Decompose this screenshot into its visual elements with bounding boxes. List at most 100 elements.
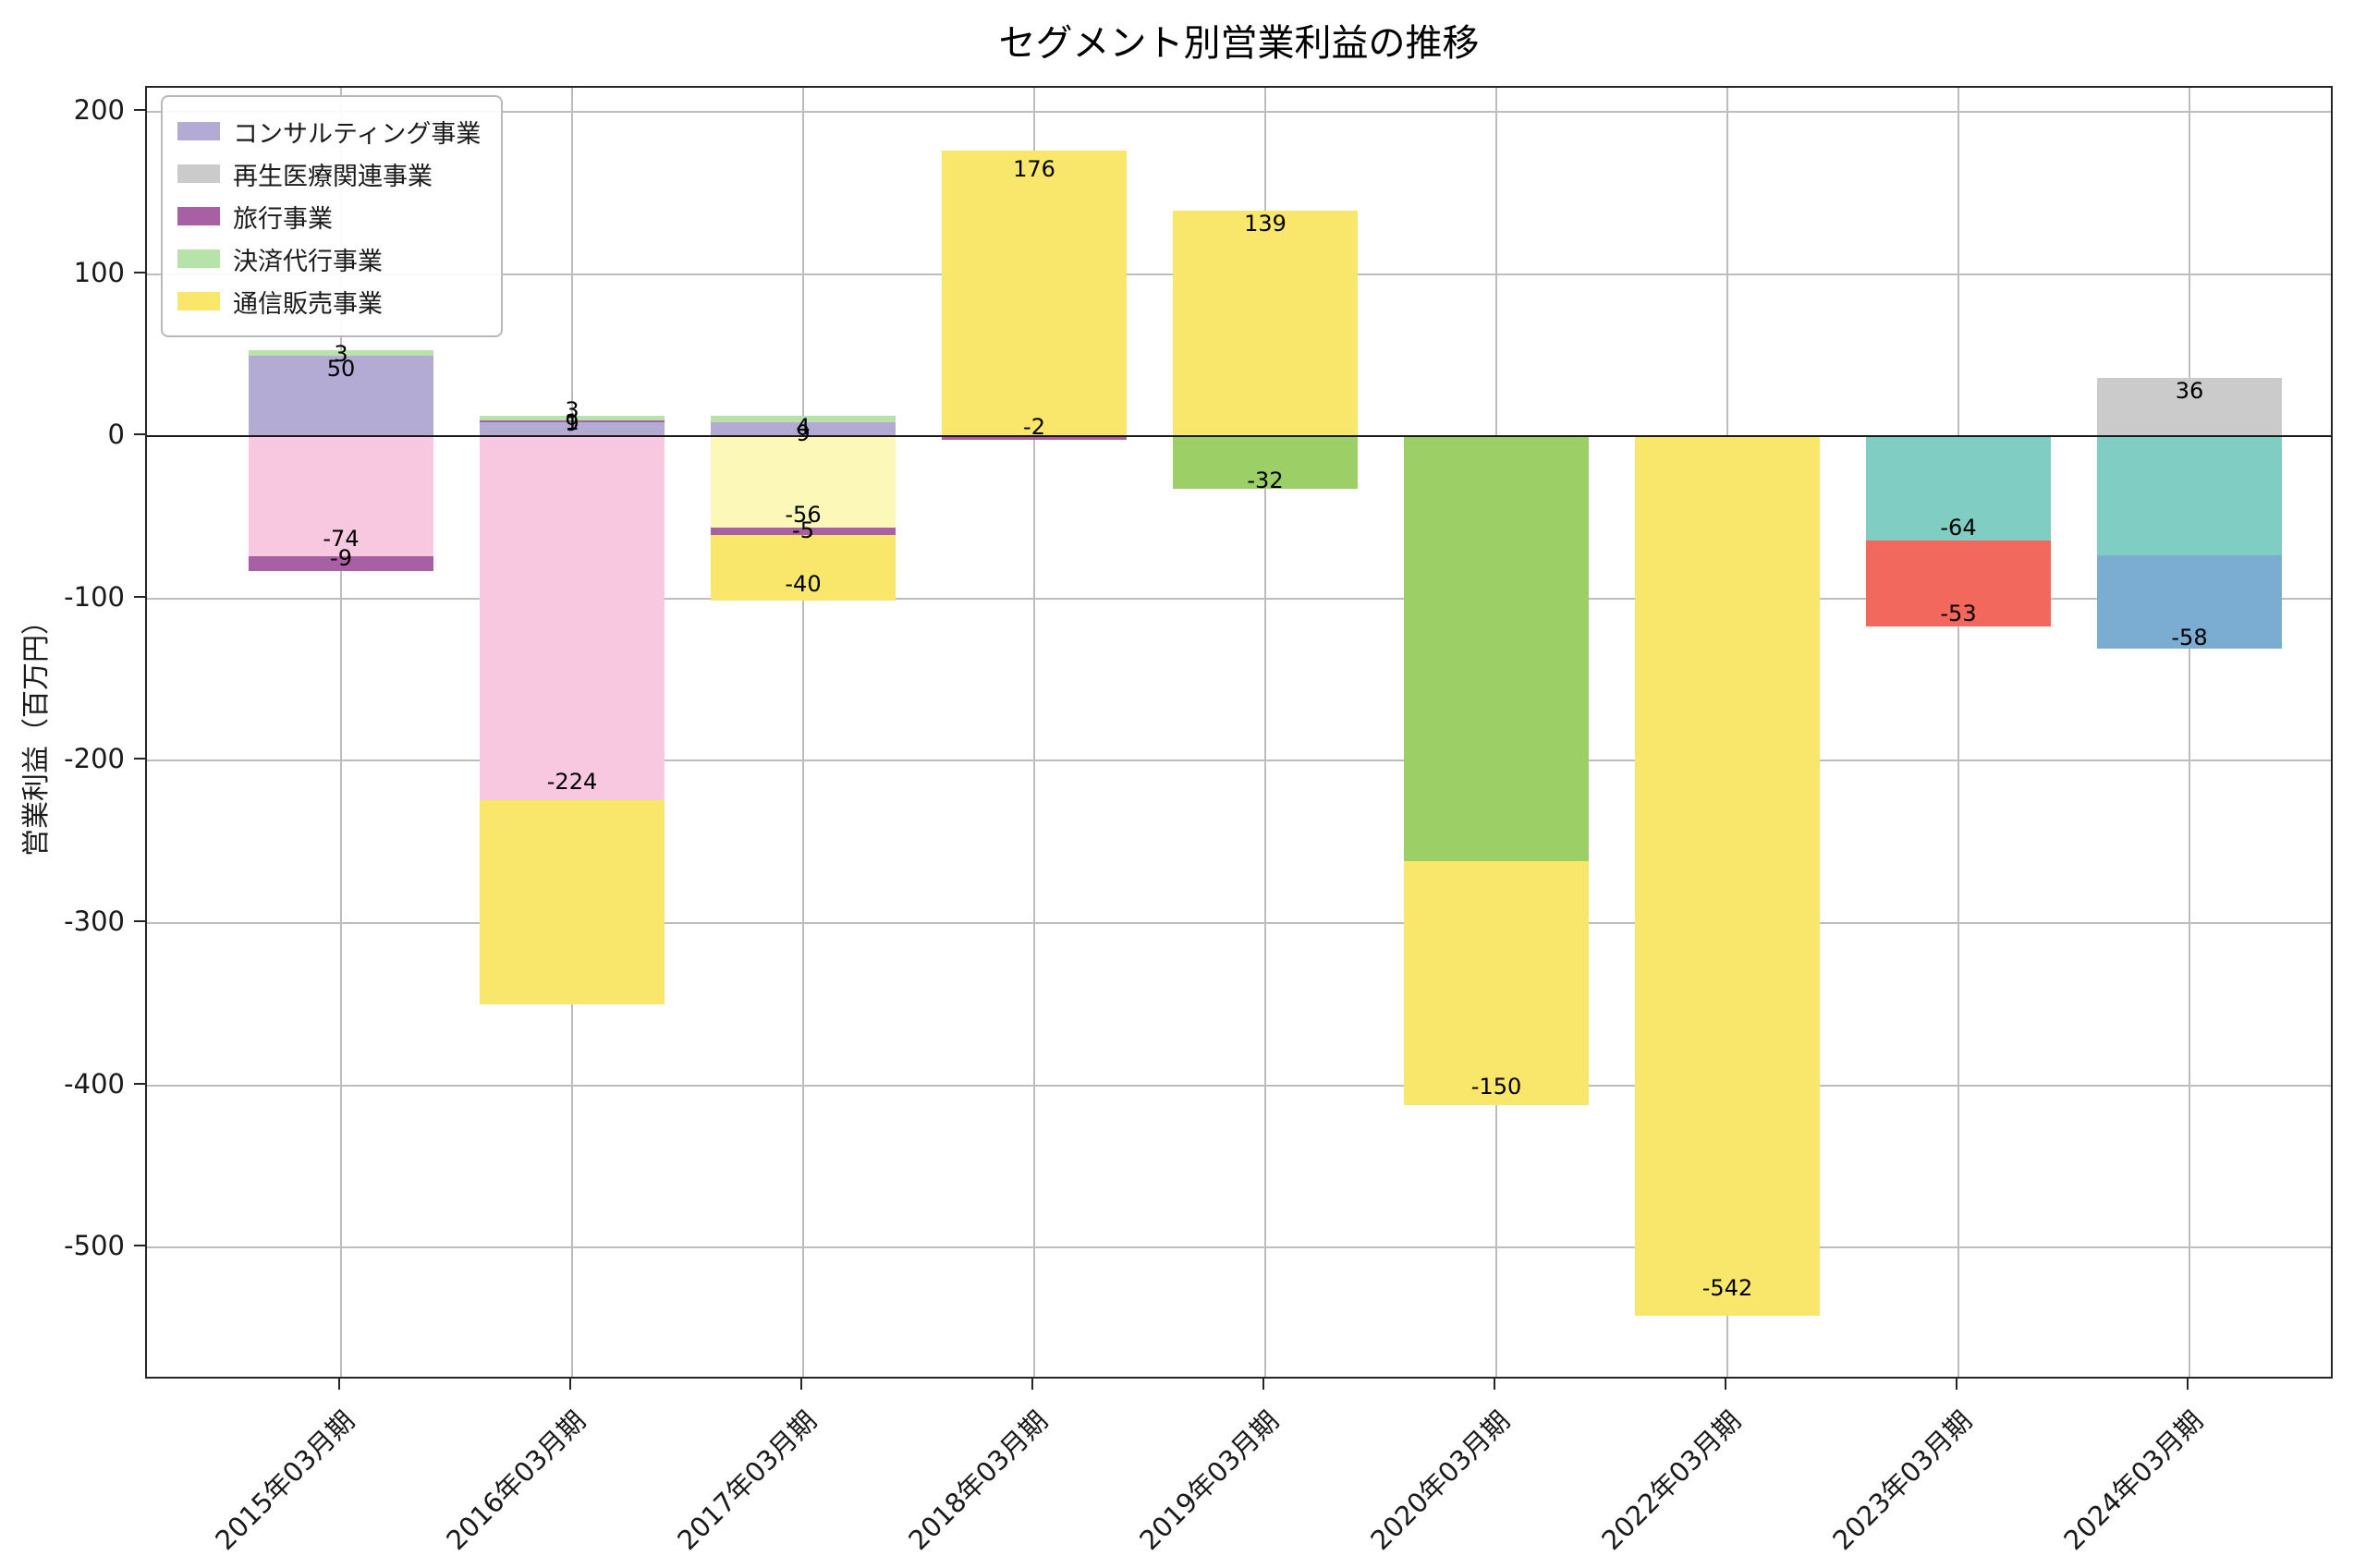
bar-value-label: 50 — [326, 355, 356, 382]
legend-swatch-icon — [177, 249, 220, 268]
bar-value-label: 3 — [565, 397, 579, 424]
x-tick-label-text: 2024年03月期 — [2057, 1404, 2210, 1557]
bar-value-label: 9 — [796, 419, 811, 446]
gridline-v — [340, 88, 342, 1377]
bar-segment — [1866, 540, 2051, 626]
legend-label: 通信販売事業 — [233, 289, 383, 319]
bar-segment — [711, 436, 896, 528]
bar-value-label: 1 — [565, 408, 579, 435]
bar-value-label: -53 — [1940, 600, 1977, 626]
bar-segment — [249, 436, 433, 557]
y-tick-mark — [134, 1245, 145, 1247]
y-tick-label: -200 — [64, 743, 125, 775]
legend-item: コンサルティング事業 — [177, 110, 481, 152]
gridline-v — [802, 88, 804, 1377]
y-tick-label: -300 — [64, 905, 125, 937]
bar-segment — [249, 355, 433, 437]
x-tick-mark — [800, 1379, 802, 1390]
legend-item: 決済代行事業 — [177, 237, 481, 280]
bar-segment — [1404, 436, 1589, 862]
bar-segment — [480, 419, 665, 422]
bar-segment — [1635, 436, 1820, 1316]
y-tick-mark — [134, 595, 145, 598]
x-tick-label: 2024年03月期 — [1901, 1395, 2210, 1556]
bar-segment — [711, 535, 896, 601]
legend-label: 決済代行事業 — [233, 247, 383, 276]
x-tick-mark — [1956, 1379, 1957, 1390]
legend-item: 再生医療関連事業 — [177, 152, 481, 195]
y-axis-label: 営業利益（百万円） — [20, 607, 53, 857]
y-tick-label: 100 — [73, 256, 125, 288]
bar-segment — [2097, 378, 2282, 437]
bar-segment — [1404, 861, 1589, 1105]
y-tick-mark — [134, 271, 145, 273]
bar-segment — [1866, 436, 2051, 541]
x-tick-mark — [1494, 1379, 1495, 1390]
bar-value-label: -5 — [792, 517, 814, 544]
bar-value-label: 36 — [2175, 378, 2204, 405]
y-tick-label: 200 — [73, 94, 125, 127]
gridline-v — [1264, 88, 1266, 1377]
y-tick-label: -500 — [64, 1230, 125, 1262]
bar-value-label: -40 — [785, 571, 822, 598]
bar-segment — [711, 527, 896, 536]
y-tick-label: 0 — [107, 419, 125, 451]
gridline-v — [1957, 88, 1959, 1377]
bar-value-label: 176 — [1013, 155, 1055, 182]
bar-segment — [942, 151, 1127, 437]
x-tick-mark — [1031, 1379, 1033, 1390]
gridline-h — [147, 597, 2331, 600]
y-tick-label: -100 — [64, 580, 125, 613]
x-tick-mark — [1262, 1379, 1264, 1390]
y-tick-mark — [134, 433, 145, 436]
chart-title: セグメント別営業利益の推移 — [998, 22, 1480, 65]
x-tick-mark — [569, 1379, 571, 1390]
y-tick-label: -400 — [64, 1067, 125, 1100]
gridline-h — [147, 111, 2331, 114]
bar-value-label: -74 — [323, 525, 360, 552]
plot-area: 50 3 -74 -9 9 1 3 -224 9 4 -56 -5 -40 176 -2 139 -32 -150… — [145, 86, 2333, 1379]
bar-segment — [711, 421, 896, 437]
x-tick-mark — [338, 1379, 340, 1390]
gridline-v — [1033, 88, 1035, 1377]
legend-swatch-icon — [177, 122, 220, 140]
bar-segment — [480, 421, 665, 437]
bar-segment — [249, 350, 433, 356]
bar-segment — [942, 436, 1127, 440]
bar-value-label: 3 — [334, 340, 348, 367]
gridline-h — [147, 921, 2331, 924]
bar-segment — [1173, 436, 1358, 489]
gridline-h — [147, 1084, 2331, 1087]
zero-line — [147, 435, 2331, 438]
gridline-h — [147, 1246, 2331, 1249]
bar-value-label: 139 — [1244, 211, 1287, 237]
bar-segment — [711, 415, 896, 422]
bar-value-label: 9 — [565, 410, 579, 437]
bar-value-label: -2 — [1023, 413, 1045, 440]
bar-segment — [480, 415, 665, 420]
bar-value-label: -542 — [1701, 1274, 1753, 1301]
bar-segment — [480, 436, 665, 800]
bar-segment — [2097, 554, 2282, 650]
bar-segment — [2097, 436, 2282, 555]
bar-value-label: -9 — [330, 545, 352, 572]
bar-value-label: -32 — [1247, 467, 1284, 493]
bar-segment — [480, 799, 665, 1004]
x-tick-mark — [1725, 1379, 1726, 1390]
gridline-h — [147, 760, 2331, 762]
bar-value-label: -224 — [546, 769, 598, 796]
legend-swatch-icon — [177, 292, 220, 310]
legend-swatch-icon — [177, 207, 220, 225]
legend-label: コンサルティング事業 — [233, 119, 482, 149]
gridline-v — [2189, 88, 2190, 1377]
bar-value-label: -64 — [1940, 514, 1977, 541]
y-tick-mark — [134, 919, 145, 922]
bar-segment — [1173, 211, 1358, 437]
y-tick-mark — [134, 758, 145, 760]
legend-item: 通信販売事業 — [177, 280, 481, 322]
x-tick-mark — [2187, 1379, 2189, 1390]
bar-value-label: -150 — [1470, 1074, 1522, 1100]
y-tick-mark — [134, 1082, 145, 1085]
bar-value-label: -58 — [2171, 625, 2208, 651]
legend-swatch-icon — [177, 164, 220, 183]
